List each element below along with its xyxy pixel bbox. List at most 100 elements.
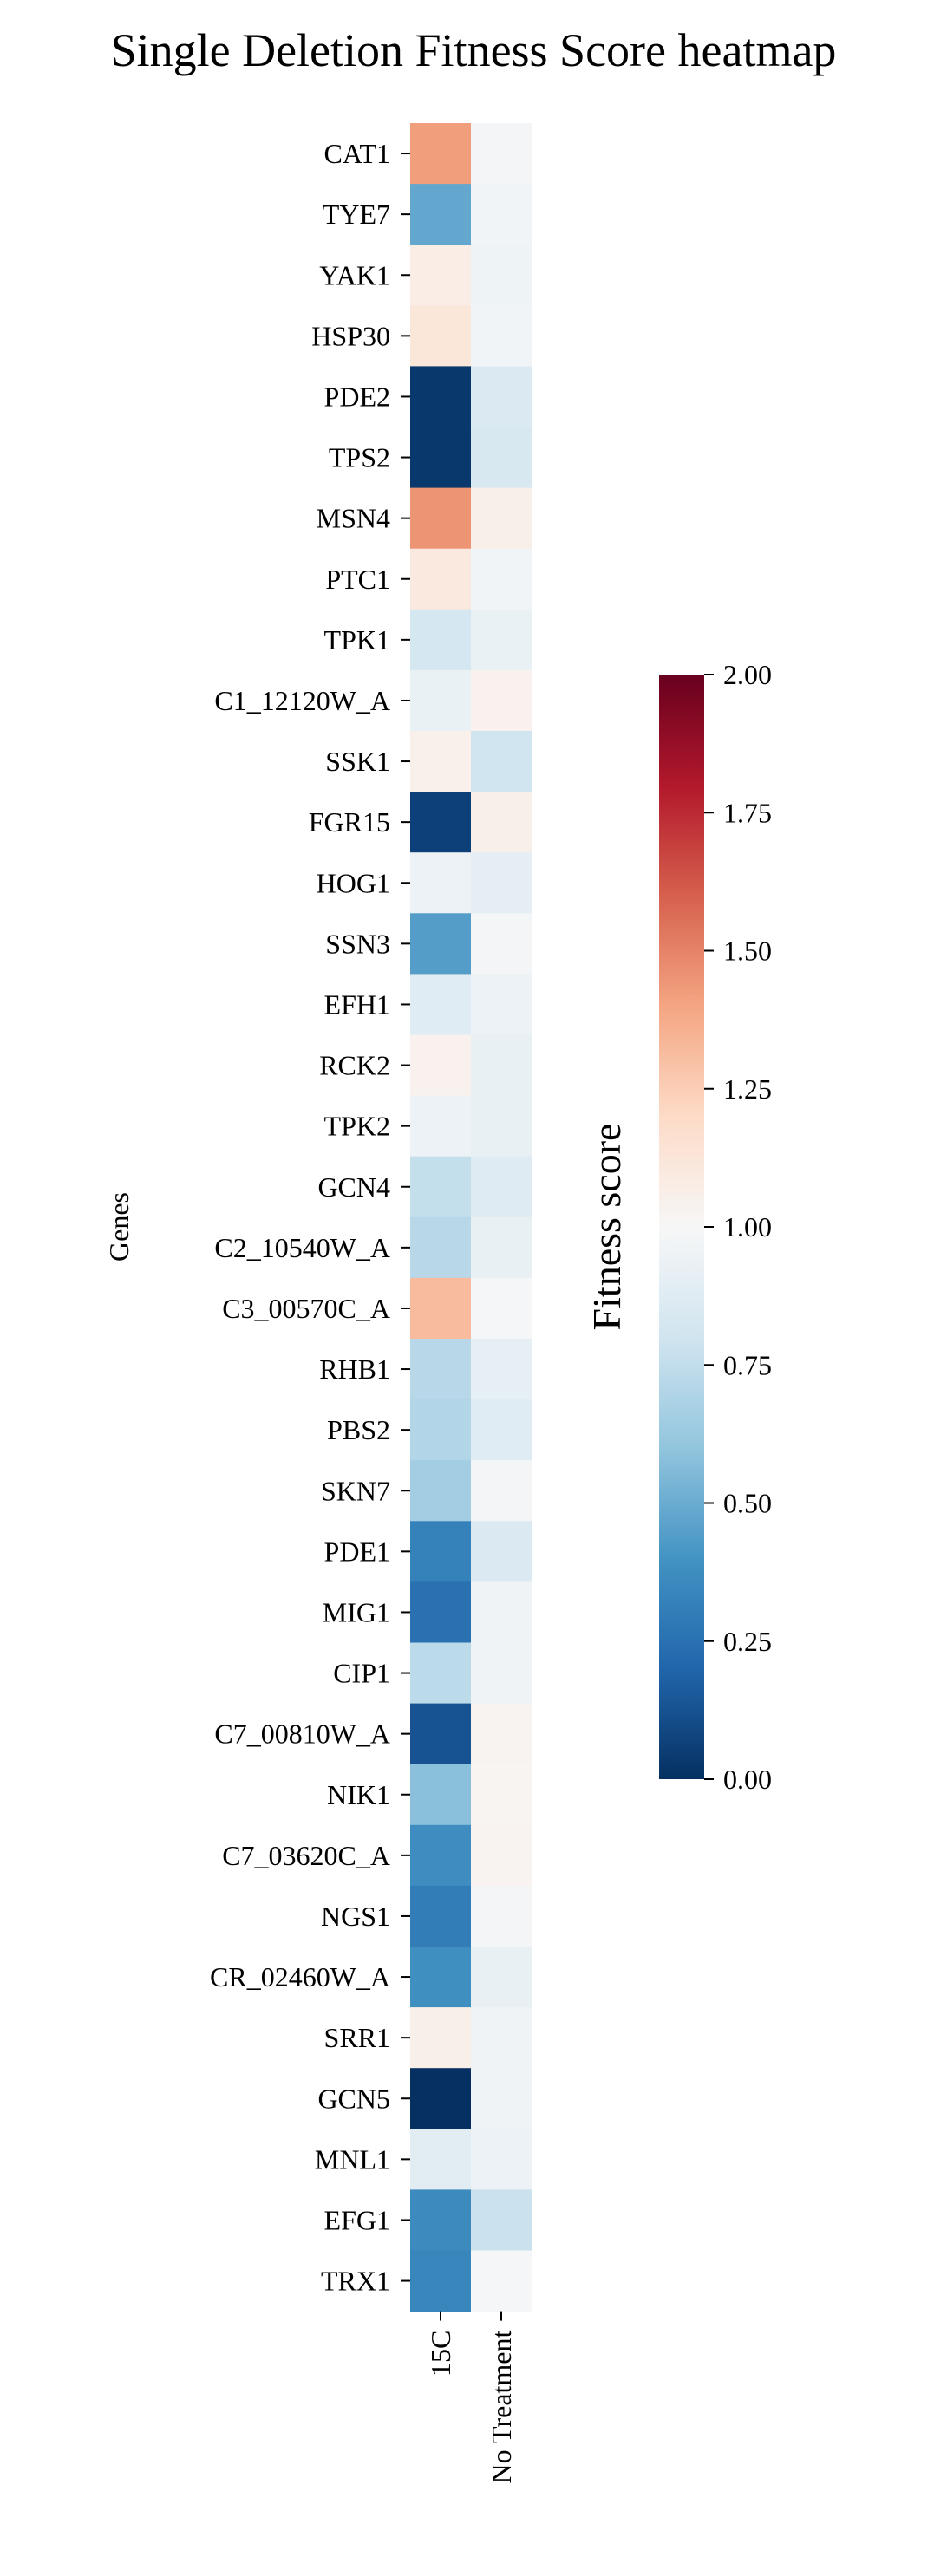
heatmap-cell-ssn3-0: [410, 913, 472, 975]
heatmap-cell-efh1-0: [410, 974, 472, 1036]
heatmap-cell-efg1-0: [410, 2189, 472, 2252]
heatmap-cell-hsp30-1: [471, 305, 532, 367]
heatmap-cell-rck2-0: [410, 1034, 472, 1097]
heatmap-cell-srr1-1: [471, 2007, 532, 2069]
row-label: TPK2: [324, 1111, 390, 1142]
heatmap-cell-c2_10540w_a-1: [471, 1216, 532, 1279]
heatmap-cell-gcn5-0: [410, 2068, 472, 2129]
heatmap-cell-skn7-0: [410, 1460, 472, 1522]
row-label: EFH1: [324, 988, 390, 1020]
heatmap-cell-msn4-0: [410, 487, 472, 550]
row-label: SSK1: [325, 746, 390, 777]
row-label: YAK1: [319, 259, 390, 290]
heatmap-cell-rhb1-1: [471, 1339, 532, 1400]
heatmap-cell-hog1-0: [410, 852, 472, 914]
heatmap-cell-nik1-1: [471, 1764, 532, 1826]
heatmap-cell-tpk1-1: [471, 609, 532, 671]
heatmap-cell-c7_00810w_a-0: [410, 1703, 472, 1765]
heatmap-cell-cr_02460w_a-0: [410, 1947, 472, 2008]
heatmap-cell-ssk1-1: [471, 731, 532, 792]
row-label: PBS2: [327, 1414, 390, 1445]
heatmap-cell-c2_10540w_a-0: [410, 1216, 472, 1279]
heatmap-cell-pbs2-1: [471, 1399, 532, 1461]
colorbar-tick-label: 1.50: [723, 936, 772, 967]
heatmap-cell-msn4-1: [471, 487, 532, 550]
row-label: GCN5: [317, 2083, 390, 2114]
heatmap-cell-cat1-0: [410, 123, 472, 185]
heatmap-cell-ngs1-0: [410, 1885, 472, 1947]
heatmap-cell-ssk1-0: [410, 731, 472, 792]
heatmap-cell-nik1-0: [410, 1764, 472, 1826]
colorbar-tick-label: 0.00: [723, 1764, 772, 1795]
heatmap-cell-pde1-1: [471, 1521, 532, 1582]
heatmap-cell-cip1-0: [410, 1642, 472, 1705]
heatmap-cell-gcn4-0: [410, 1156, 472, 1218]
heatmap-cell-ptc1-0: [410, 548, 472, 610]
heatmap-cell-fgr15-0: [410, 792, 472, 853]
row-label: C1_12120W_A: [214, 685, 390, 716]
heatmap-cell-tye7-1: [471, 184, 532, 245]
column-label: 15C: [425, 2331, 456, 2377]
heatmap-cells: [410, 123, 532, 2312]
colorbar-tick-label: 1.00: [723, 1211, 772, 1242]
row-label: EFG1: [324, 2204, 390, 2235]
row-label: CR_02460W_A: [210, 1961, 390, 1992]
heatmap-cell-tps2-1: [471, 427, 532, 489]
heatmap-cell-gcn4-1: [471, 1156, 532, 1218]
heatmap-cell-efg1-1: [471, 2189, 532, 2252]
colorbar-label: Fitness score: [585, 1124, 629, 1331]
heatmap-cell-pde2-1: [471, 366, 532, 428]
row-label: PTC1: [325, 564, 390, 595]
heatmap-cell-c1_12120w_a-1: [471, 669, 532, 732]
heatmap-cell-hog1-1: [471, 852, 532, 914]
heatmap-cell-rhb1-0: [410, 1339, 472, 1400]
heatmap-cell-mnl1-1: [471, 2129, 532, 2190]
heatmap-cell-efh1-1: [471, 974, 532, 1036]
row-label: C7_03620C_A: [222, 1840, 390, 1871]
heatmap-cell-hsp30-0: [410, 305, 472, 367]
heatmap-cell-mnl1-0: [410, 2129, 472, 2190]
heatmap-cell-ngs1-1: [471, 1885, 532, 1947]
heatmap-cell-yak1-0: [410, 245, 472, 306]
colorbar-tick-label: 0.50: [723, 1488, 772, 1519]
heatmap-cell-tye7-0: [410, 184, 472, 245]
column-labels: 15C No Treatment: [425, 2311, 517, 2483]
heatmap-cell-trx1-1: [471, 2250, 532, 2312]
row-label: PDE1: [324, 1536, 390, 1567]
heatmap-cell-ssn3-1: [471, 913, 532, 975]
heatmap-cell-rck2-1: [471, 1034, 532, 1097]
heatmap-cell-pde2-0: [410, 366, 472, 428]
heatmap-cell-c7_03620c_a-1: [471, 1824, 532, 1887]
heatmap-cell-cr_02460w_a-1: [471, 1947, 532, 2008]
row-labels: CAT1 TYE7 YAK1 HSP30 PDE2 TPS2 MSN4 PTC1 TPK1 C1_…: [210, 138, 410, 2297]
heatmap-cell-c7_00810w_a-1: [471, 1703, 532, 1765]
row-label: SKN7: [321, 1475, 390, 1506]
row-label: GCN4: [317, 1171, 390, 1203]
row-label: MSN4: [317, 503, 390, 534]
heatmap-cell-c1_12120w_a-0: [410, 669, 472, 732]
row-label: FGR15: [309, 806, 390, 838]
colorbar-gradient: [659, 675, 704, 1779]
row-label: SSN3: [325, 928, 390, 959]
heatmap-cell-c3_00570c_a-1: [471, 1277, 532, 1340]
row-label: MIG1: [323, 1596, 390, 1627]
row-label: HOG1: [317, 867, 390, 898]
heatmap-cell-c7_03620c_a-0: [410, 1824, 472, 1887]
heatmap-cell-skn7-1: [471, 1460, 532, 1522]
colorbar: 0.00 0.25 0.50 0.75 1.00 1.25 1.50 1.75 2.00: [659, 659, 772, 1795]
colorbar-tick-label: 1.75: [723, 797, 772, 828]
row-label: C2_10540W_A: [214, 1232, 390, 1263]
heatmap-cell-tpk2-1: [471, 1095, 532, 1158]
heatmap-cell-cip1-1: [471, 1642, 532, 1705]
heatmap-cell-trx1-0: [410, 2250, 472, 2312]
row-label: RHB1: [319, 1353, 390, 1385]
colorbar-tick-label: 0.25: [723, 1626, 772, 1657]
colorbar-tick-label: 2.00: [723, 659, 772, 690]
row-label: SRR1: [324, 2022, 390, 2053]
row-label: MNL1: [315, 2143, 390, 2175]
heatmap-cell-gcn5-1: [471, 2068, 532, 2129]
heatmap-cell-tps2-0: [410, 427, 472, 489]
heatmap-cell-tpk2-0: [410, 1095, 472, 1158]
row-label: CAT1: [324, 138, 390, 169]
